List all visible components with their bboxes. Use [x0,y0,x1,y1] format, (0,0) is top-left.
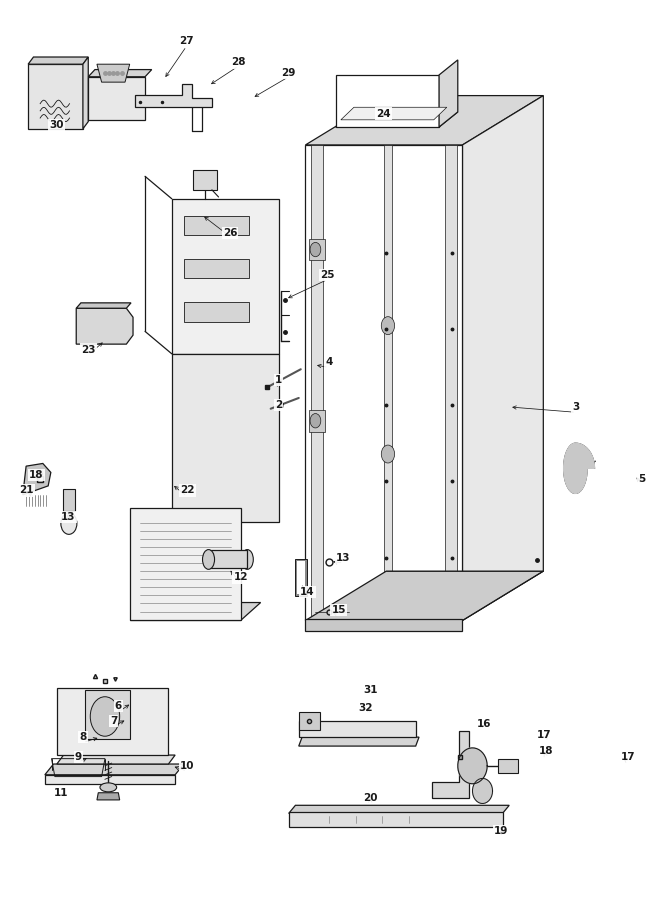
Polygon shape [130,602,260,620]
Polygon shape [432,731,469,798]
Polygon shape [76,308,133,344]
Polygon shape [135,84,212,107]
Text: 26: 26 [223,228,237,238]
Text: 30: 30 [49,121,64,130]
Polygon shape [45,764,184,775]
Text: 5: 5 [638,473,646,483]
Text: 1: 1 [275,375,282,385]
Text: 4: 4 [325,357,333,367]
Text: 7: 7 [110,716,117,726]
Polygon shape [28,57,89,64]
Polygon shape [89,76,145,120]
Text: 18: 18 [539,745,554,756]
Text: 13: 13 [336,553,351,562]
Polygon shape [564,443,595,493]
Circle shape [310,414,321,427]
Text: 14: 14 [300,587,315,597]
Bar [295,559,307,596]
Polygon shape [341,107,447,120]
Polygon shape [97,64,130,82]
Polygon shape [184,302,249,321]
Bar [309,410,325,431]
Polygon shape [305,572,544,620]
Ellipse shape [242,550,254,570]
Bar [305,618,462,631]
Bar [85,689,130,739]
Ellipse shape [100,783,117,792]
Text: 24: 24 [376,109,391,119]
Bar [193,170,217,190]
Polygon shape [289,806,509,814]
Polygon shape [76,303,131,308]
Ellipse shape [203,550,215,570]
Text: 12: 12 [234,572,248,582]
Polygon shape [439,60,458,127]
Circle shape [381,317,395,335]
Polygon shape [89,69,152,76]
Text: 21: 21 [19,485,34,495]
Polygon shape [97,793,119,800]
Text: 28: 28 [231,58,246,68]
Text: 6: 6 [115,701,122,711]
Text: 27: 27 [179,36,194,46]
Polygon shape [462,95,544,620]
Text: 15: 15 [331,605,346,615]
Text: 29: 29 [282,68,296,78]
Polygon shape [299,737,419,746]
Text: 31: 31 [363,686,378,696]
Text: 22: 22 [180,485,195,495]
Polygon shape [28,64,83,129]
Circle shape [61,513,77,535]
Bar [63,489,75,511]
Text: 10: 10 [180,760,195,770]
Bar [309,238,325,260]
Polygon shape [184,258,249,278]
Polygon shape [23,464,51,495]
Circle shape [91,697,119,736]
Bar [311,145,323,620]
Bar [305,145,462,620]
Circle shape [310,242,321,256]
Bar [130,508,241,620]
Bar [445,145,457,620]
Polygon shape [472,778,493,804]
Bar [297,562,305,594]
Polygon shape [57,755,175,764]
Polygon shape [458,748,487,784]
Text: 17: 17 [537,730,552,741]
Bar [57,688,168,755]
Polygon shape [209,551,248,569]
Text: 17: 17 [621,752,635,761]
Polygon shape [172,199,278,354]
Polygon shape [336,75,439,127]
Text: 13: 13 [61,512,75,522]
Text: 23: 23 [81,345,95,355]
Polygon shape [305,95,544,145]
Text: 18: 18 [29,470,44,480]
Polygon shape [184,216,249,236]
Circle shape [381,446,395,463]
Text: 9: 9 [74,752,82,761]
Polygon shape [336,112,458,127]
Bar [498,759,518,773]
Text: 3: 3 [572,402,580,412]
Text: 16: 16 [476,719,491,729]
Bar [289,813,503,827]
Text: 25: 25 [320,270,335,280]
Polygon shape [172,354,278,522]
Polygon shape [83,57,89,129]
Bar [384,145,392,620]
Text: 8: 8 [79,732,87,742]
Text: 2: 2 [275,400,282,410]
Text: 19: 19 [494,826,509,836]
Text: 20: 20 [363,793,378,803]
Bar [299,721,416,737]
Text: 32: 32 [358,704,373,714]
Text: 11: 11 [54,788,69,797]
Bar [45,775,175,784]
Bar [299,712,320,730]
